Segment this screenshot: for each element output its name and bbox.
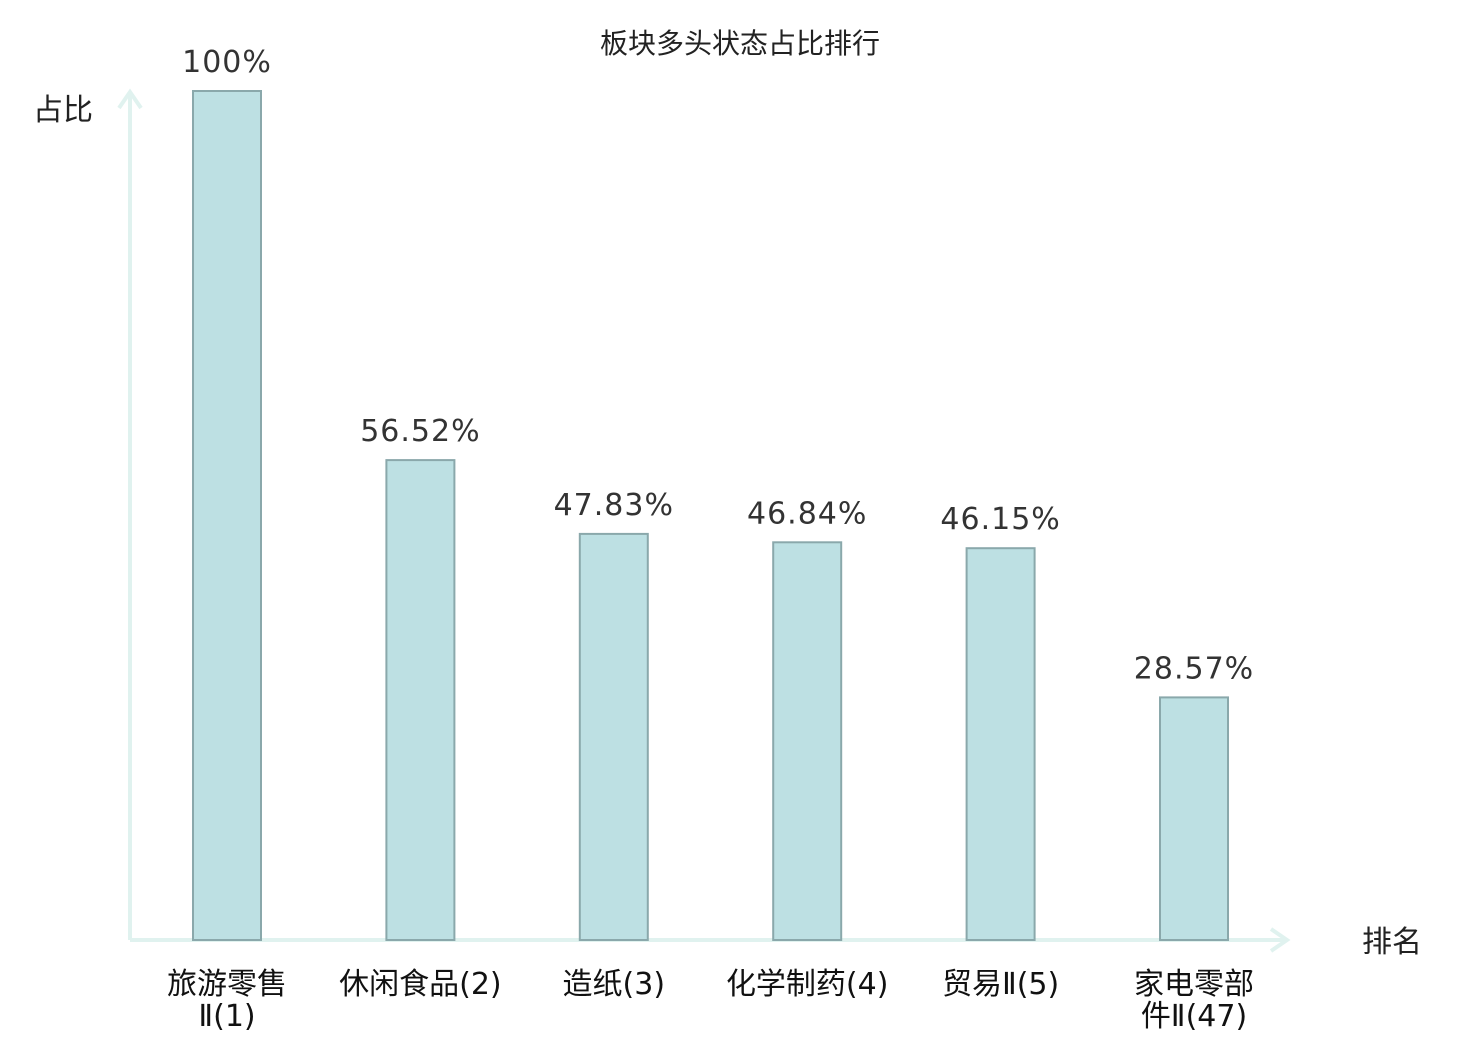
bar-4: [772, 541, 843, 941]
value-labels-group: 100% 56.52% 47.83% 46.84% 46.15% 28.57%: [182, 45, 1254, 686]
y-axis-label: 占比: [33, 93, 93, 128]
bar-5: [965, 547, 1036, 941]
chart-title: 板块多头状态占比排行: [600, 27, 880, 60]
axes: [117, 88, 1291, 953]
category-label-1-line-2: Ⅱ(1): [198, 999, 255, 1034]
bar-2: [385, 459, 456, 941]
value-label-2: 56.52%: [360, 414, 480, 449]
value-label-6: 28.57%: [1134, 651, 1254, 686]
bar-3: [578, 532, 649, 942]
value-label-5: 46.15%: [940, 502, 1060, 537]
bar-6: [1159, 696, 1229, 942]
category-label-4: 化学制药(4): [726, 967, 889, 1002]
x-axis-arrow-icon: [1269, 927, 1291, 953]
value-label-1: 100%: [182, 45, 272, 80]
bar-1: [192, 90, 262, 941]
category-label-1-line-1: 旅游零售: [167, 967, 287, 1002]
category-label-6-line-1: 家电零部: [1134, 967, 1254, 1002]
category-label-2: 休闲食品(2): [339, 967, 502, 1002]
bars-group: [192, 90, 1229, 942]
value-label-4: 46.84%: [747, 496, 867, 531]
category-label-3: 造纸(3): [563, 967, 666, 1002]
value-label-3: 47.83%: [554, 488, 674, 523]
x-axis-label: 排名: [1362, 925, 1422, 960]
y-axis-arrow-icon: [117, 88, 143, 110]
category-label-6-line-2: 件Ⅱ(47): [1141, 999, 1247, 1034]
category-label-5: 贸易Ⅱ(5): [942, 967, 1059, 1002]
